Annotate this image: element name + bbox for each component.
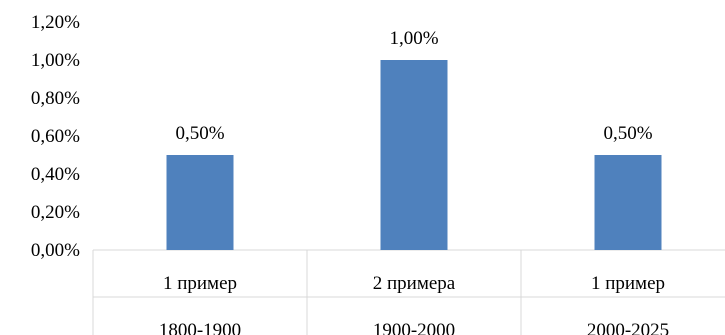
category-period-label: 2000-2025	[587, 320, 669, 335]
category-period-label: 1800-1900	[159, 320, 241, 335]
data-label: 0,50%	[603, 123, 652, 144]
category-label: 1 пример	[163, 273, 237, 294]
y-tick-label: 0,40%	[31, 164, 80, 185]
y-tick-label: 0,00%	[31, 240, 80, 261]
y-tick-label: 1,00%	[31, 50, 80, 71]
data-label: 0,50%	[175, 123, 224, 144]
y-tick-label: 0,80%	[31, 88, 80, 109]
y-tick-label: 0,60%	[31, 126, 80, 147]
bar	[380, 60, 448, 250]
data-label: 1,00%	[389, 28, 438, 49]
category-period-label: 1900-2000	[373, 320, 455, 335]
category-label: 2 примера	[373, 273, 456, 294]
bar	[594, 155, 662, 250]
bar	[166, 155, 234, 250]
category-label: 1 пример	[591, 273, 665, 294]
y-tick-label: 1,20%	[31, 12, 80, 33]
y-tick-label: 0,20%	[31, 202, 80, 223]
